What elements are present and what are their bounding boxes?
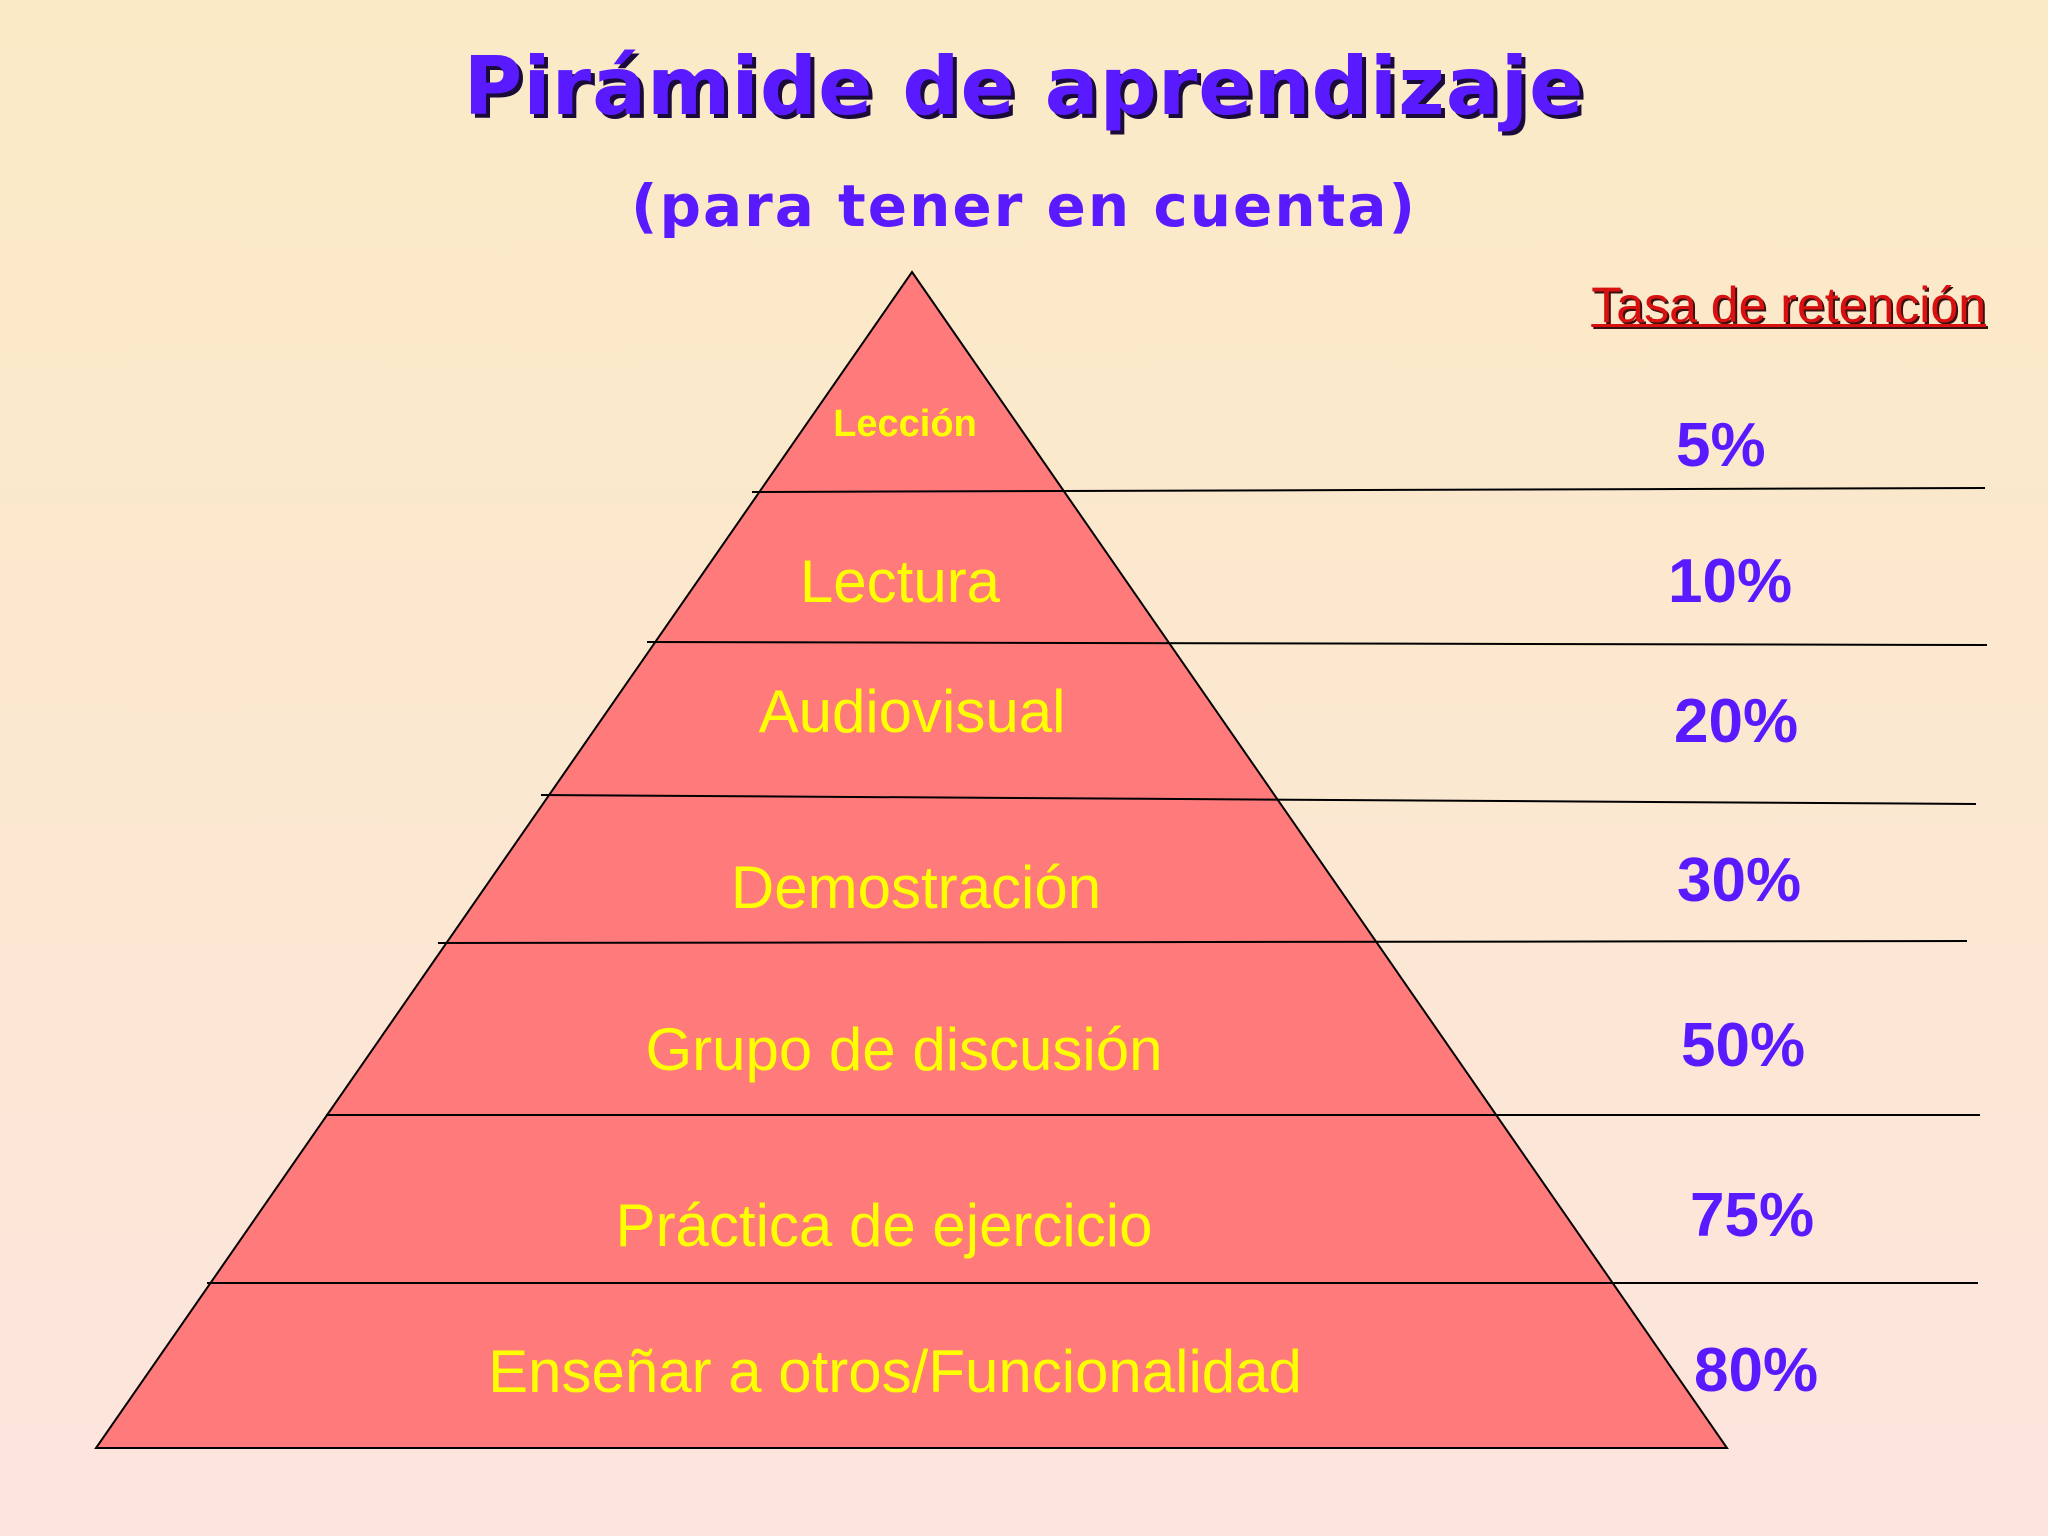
level-label-lectura: Lectura: [800, 548, 1001, 615]
retention-rate-20: 20%: [1674, 687, 1798, 756]
pyramid-shape: [94, 270, 1729, 1449]
retention-rate-5: 5%: [1676, 411, 1766, 480]
retention-rate-75: 75%: [1690, 1181, 1814, 1250]
divider-line: [751, 487, 1986, 493]
level-label-practica-ejercicio: Práctica de ejercicio: [616, 1192, 1153, 1259]
level-label-audiovisual: Audiovisual: [759, 678, 1066, 745]
retention-rate-50: 50%: [1681, 1011, 1805, 1080]
level-label-leccion: Lección: [833, 403, 977, 445]
retention-rate-10: 10%: [1668, 547, 1792, 616]
level-label-demostracion: Demostración: [731, 854, 1101, 921]
divider-line: [540, 794, 1977, 805]
divider-line: [646, 641, 1988, 646]
divider-line: [437, 940, 1968, 944]
page-title: Pirámide de aprendizaje: [463, 40, 1585, 133]
page-subtitle: (para tener en cuenta): [630, 172, 1418, 240]
retention-rate-30: 30%: [1677, 846, 1801, 915]
retention-rate-header: Tasa de retención: [1591, 277, 1986, 333]
level-label-grupo-discusion: Grupo de discusión: [646, 1016, 1163, 1083]
retention-rate-80: 80%: [1694, 1336, 1818, 1405]
level-label-ensenar-otros: Enseñar a otros/Funcionalidad: [488, 1338, 1302, 1405]
